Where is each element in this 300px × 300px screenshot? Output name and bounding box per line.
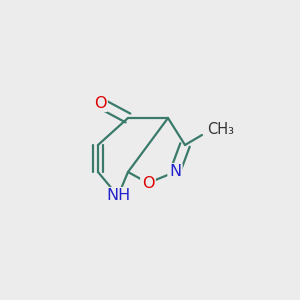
Text: N: N: [169, 164, 181, 179]
Text: NH: NH: [106, 188, 130, 203]
Text: O: O: [94, 95, 106, 110]
Text: CH₃: CH₃: [207, 122, 234, 137]
Text: O: O: [142, 176, 154, 190]
